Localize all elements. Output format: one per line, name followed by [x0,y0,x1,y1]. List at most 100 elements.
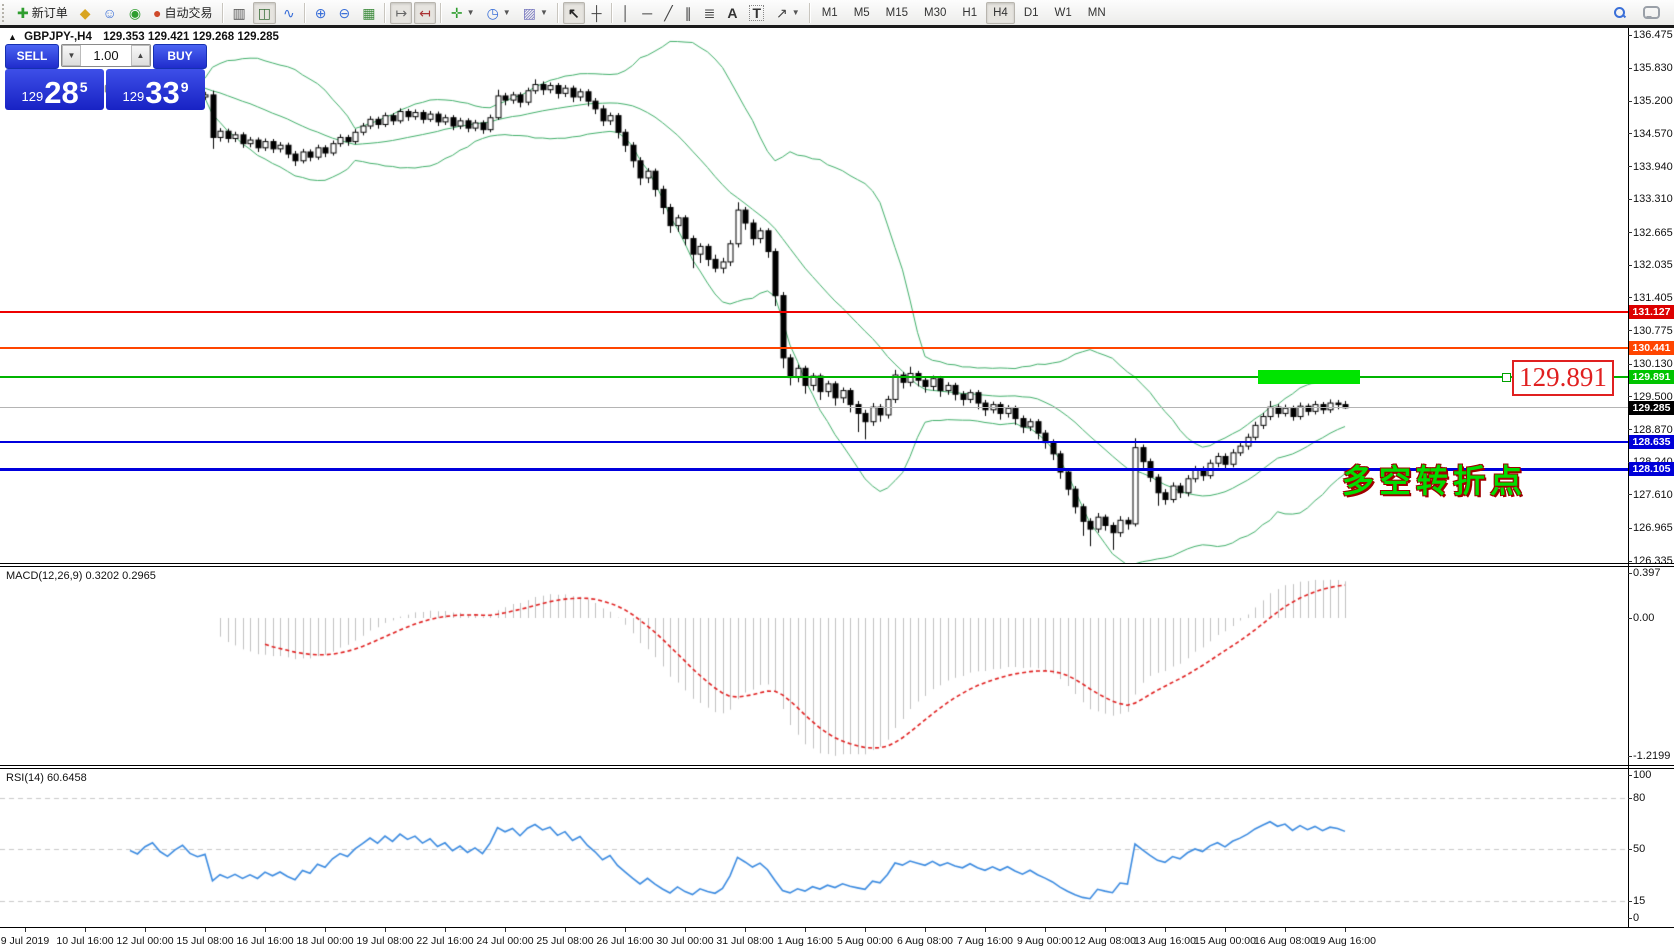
indicator-axis-label: 50 [1633,843,1646,855]
signals-button[interactable]: ◉ [124,2,146,24]
price-axis-label: 129.500 [1633,390,1673,403]
volume-increase-button[interactable]: ▲ [131,45,150,66]
line-handle[interactable] [1502,372,1511,382]
pane-separator[interactable] [0,765,1674,766]
buy-price-panel[interactable]: 129 33 9 [106,69,205,110]
price-axis-label: 136.475 [1633,29,1673,41]
indicator-axis-label: 80 [1633,792,1646,804]
trendline-button[interactable]: ╱ [659,2,677,24]
timeframe-m30-button[interactable]: M30 [917,2,953,24]
autotrading-button[interactable]: ● 自动交易 [148,2,217,24]
dropdown-arrow-icon[interactable]: ▼ [502,8,511,17]
time-axis[interactable]: 9 Jul 2019 10 Jul 16:00 12 Jul 00:00 15 Jul… [0,927,1674,949]
time-axis-tick [145,928,146,932]
arrows-button[interactable]: ↗ ▼ [771,2,805,24]
horizontal-line-button[interactable]: ─ [637,2,657,24]
price-axis-tick [1628,68,1632,69]
toolbar-grip[interactable] [2,3,9,22]
sell-price-panel[interactable]: 129 28 5 [5,69,104,110]
horizontal-line-128.105[interactable] [0,467,1628,471]
publisher-icon: ☺ [102,4,117,21]
fibonacci-button[interactable]: ≣ [699,2,721,24]
pane-separator[interactable] [0,563,1674,564]
timeframe-m1-button[interactable]: M1 [815,2,845,24]
price-axis-label: 126.335 [1633,555,1673,567]
auto-scroll-button[interactable]: ↦ [390,1,413,24]
search-button[interactable] [1609,2,1630,24]
buy-price-big: 33 [145,75,180,110]
time-axis-label: 19 Jul 08:00 [356,935,414,947]
publisher-button[interactable]: ☺ [98,2,122,24]
timeframe-mn-button[interactable]: MN [1081,2,1113,24]
highlight-rectangle[interactable] [1258,369,1360,384]
chat-button[interactable] [1638,2,1665,24]
channel-button[interactable]: ∥ [680,2,697,24]
dropdown-arrow-icon[interactable]: ▼ [791,8,800,17]
zoom-in-icon: ⊕ [314,4,327,21]
zoom-in-button[interactable]: ⊕ [310,2,332,24]
timeframe-h4-button[interactable]: H4 [986,1,1015,24]
time-axis-tick [1225,928,1226,932]
time-axis-label: 25 Jul 08:00 [536,935,594,947]
zoom-out-button[interactable]: ⊖ [333,2,355,24]
rsi-pane-canvas[interactable] [0,768,1628,926]
dropdown-arrow-icon[interactable]: ▼ [539,8,548,17]
price-callout-label[interactable]: 129.891 [1512,359,1614,396]
timeframe-w1-button[interactable]: W1 [1048,2,1079,24]
label-tool-button[interactable]: T [744,2,769,24]
volume-input[interactable]: 1.00 [93,48,119,63]
cursor-button[interactable]: ↖ [562,1,585,24]
time-axis-label: 31 Jul 08:00 [716,935,774,947]
timeframe-d1-button[interactable]: D1 [1017,2,1046,24]
macd-pane-canvas[interactable] [0,566,1628,765]
pane-separator[interactable] [0,566,1674,567]
vertical-line-button[interactable]: │ [617,2,636,24]
time-axis-label: 18 Jul 00:00 [296,935,354,947]
toolbar: ✚ 新订单 ◆ ☺ ◉ ● 自动交易 ▥ ◫ ∿ ⊕ ⊖ ▦ ↦ ↤ ✛ ▼ ◷ ▼ ▨ ▼ ↖ ┼ │ ─ ╱ ∥ ≣ A T ↗ ▼ M1… [0,0,1674,28]
periods-button[interactable]: ◷ ▼ [482,2,516,24]
line-chart-button[interactable]: ∿ [278,2,300,24]
toolbar-separator [808,2,811,23]
indicator-axis-tick [1628,918,1632,919]
toolbar-separator [384,2,387,23]
tile-windows-button[interactable]: ▦ [357,2,380,24]
price-axis-label: 135.830 [1633,62,1673,75]
time-axis-label: 26 Jul 16:00 [596,935,654,947]
dropdown-arrow-icon[interactable]: ▼ [466,8,475,17]
indicators-button[interactable]: ✛ ▼ [446,2,480,24]
horizontal-line-128.635[interactable] [0,440,1628,443]
horizontal-line-129.891[interactable] [0,375,1628,378]
line-chart-icon: ∿ [283,4,295,21]
chart-shift-button[interactable]: ↤ [414,1,436,24]
horizontal-line-129.285[interactable] [0,407,1628,409]
zoom-out-icon: ⊖ [338,4,351,21]
templates-button[interactable]: ▨ ▼ [518,2,553,24]
pane-separator[interactable] [0,768,1674,769]
periods-icon: ◷ [486,4,499,21]
collapse-triangle-icon[interactable]: ▲ [8,32,17,42]
timeframe-m15-button[interactable]: M15 [879,2,915,24]
horizontal-line-131.127[interactable] [0,311,1628,314]
volume-decrease-button[interactable]: ▼ [62,45,81,66]
time-axis-label: 9 Aug 00:00 [1016,935,1074,947]
ohlc-readout: 129.353 129.421 129.268 129.285 [103,31,279,43]
sell-button[interactable]: SELL [5,44,59,69]
buy-button[interactable]: BUY [153,44,207,69]
main-chart-canvas[interactable] [0,28,1628,563]
new-order-button[interactable]: ✚ 新订单 [12,2,73,24]
metaeditor-button[interactable]: ◆ [75,2,96,24]
time-axis-label: 24 Jul 00:00 [476,935,534,947]
timeframe-h1-button[interactable]: H1 [955,2,984,24]
price-axis-tick [1628,133,1632,134]
bar-chart-button[interactable]: ▥ [228,2,251,24]
time-axis-tick [985,928,986,932]
vertical-line-icon: │ [621,4,631,21]
text-tool-button[interactable]: A [722,2,742,24]
crosshair-button[interactable]: ┼ [587,2,607,24]
time-axis-tick [925,928,926,932]
annotation-text[interactable]: 多空转折点 [1342,463,1528,499]
candlestick-button[interactable]: ◫ [252,1,276,24]
indicator-axis-tick [1628,901,1632,902]
horizontal-line-130.441[interactable] [0,347,1628,349]
timeframe-m5-button[interactable]: M5 [847,2,877,24]
